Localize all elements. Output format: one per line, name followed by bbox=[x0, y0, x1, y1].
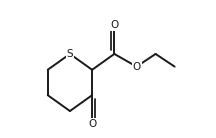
Text: O: O bbox=[110, 20, 118, 30]
Text: S: S bbox=[67, 49, 73, 59]
Text: O: O bbox=[88, 119, 96, 129]
Text: O: O bbox=[132, 62, 141, 72]
